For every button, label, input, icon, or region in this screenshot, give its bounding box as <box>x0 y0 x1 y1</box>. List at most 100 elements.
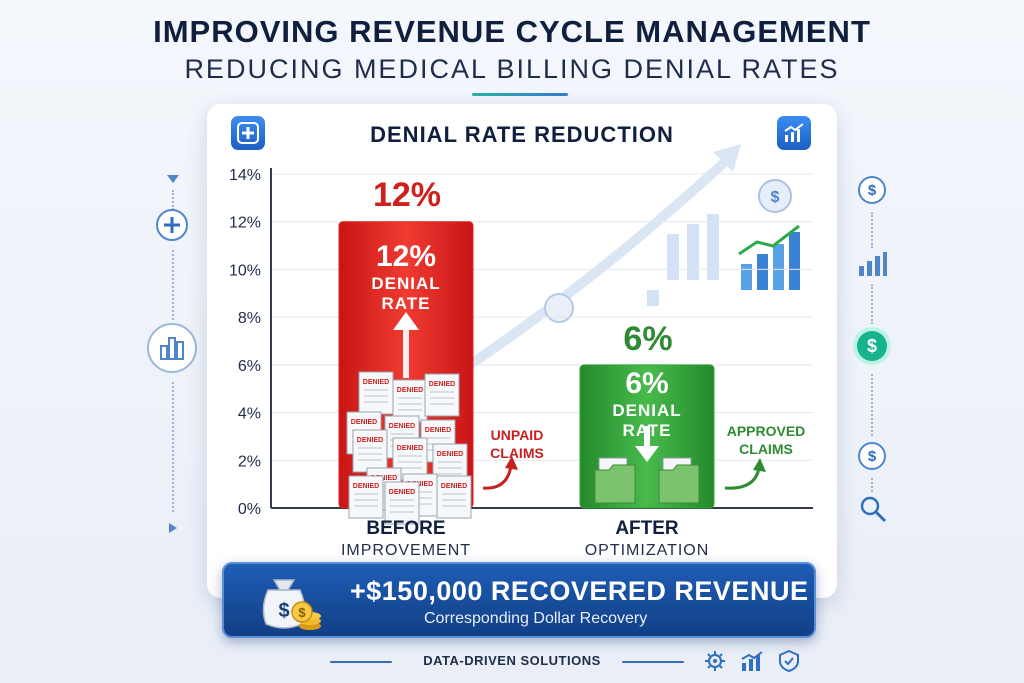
green-bar-down-arrow-head <box>635 446 659 462</box>
right-rail-line-4 <box>871 478 873 492</box>
footer-label: DATA-DRIVEN SOLUTIONS <box>423 653 601 668</box>
dollar-coin-icon <box>758 179 792 213</box>
value-label-after: 6% <box>623 320 673 358</box>
y-tick-label: 0% <box>238 501 261 518</box>
title-underline <box>472 93 568 96</box>
bg-bar-3 <box>707 214 719 280</box>
denied-stamp: DENIED <box>357 437 383 444</box>
bar-inner-text-before: 12% DENIAL RATE <box>339 240 473 314</box>
banner-subtext: Corresponding Dollar Recovery <box>424 610 648 627</box>
growth-bar-1 <box>757 254 768 290</box>
y-tick-label: 2% <box>238 453 261 470</box>
triangle-down-icon <box>166 174 180 184</box>
denied-stamp: DENIED <box>397 387 423 394</box>
recovered-revenue-banner: $ $ +$150,000 RECOVERED REVENUE Correspo… <box>222 562 816 638</box>
gear-icon <box>704 650 726 672</box>
svg-text:$: $ <box>868 182 877 199</box>
bar-inner-value-after: 6% <box>625 367 669 400</box>
left-rail-line-3 <box>172 382 174 512</box>
category-sub-after: OPTIMIZATION <box>584 542 710 559</box>
left-rail-line-1 <box>172 190 174 210</box>
y-tick-label: 6% <box>238 358 261 375</box>
denied-stamp: DENIED <box>425 427 451 434</box>
red-bar-up-arrow-shaft <box>403 328 409 378</box>
bar-inner-line2-before: RATE <box>381 294 431 313</box>
page-title: IMPROVING REVENUE CYCLE MANAGEMENT <box>153 14 871 49</box>
category-label-after: AFTER OPTIMIZATION <box>560 518 734 562</box>
bg-bar-2 <box>687 224 699 280</box>
denied-document <box>424 373 460 417</box>
right-rail-line-1 <box>871 212 873 248</box>
growth-bar-0 <box>741 264 752 290</box>
right-rail-line-3 <box>871 374 873 436</box>
bar-chart-icon <box>856 250 888 278</box>
bar-inner-text-after: 6% DENIAL RATE <box>580 367 714 441</box>
denied-stamp: DENIED <box>389 423 415 430</box>
chart-title: DENIAL RATE REDUCTION <box>370 122 674 147</box>
svg-text:$: $ <box>868 448 877 465</box>
left-rail-line-2 <box>172 250 174 320</box>
money-bag-icon: $ $ <box>250 568 324 634</box>
growth-chart-icon <box>777 116 811 150</box>
category-main-after: AFTER <box>615 518 679 539</box>
bar-inner-value-before: 12% <box>375 240 437 273</box>
right-rail-line-2 <box>871 284 873 324</box>
bar-inner-line1-before: DENIAL <box>371 274 441 293</box>
red-bar-up-arrow-head <box>393 312 419 330</box>
growth-line <box>738 224 800 256</box>
denied-stamp: DENIED <box>441 483 467 490</box>
denied-stamp: DENIED <box>363 379 389 386</box>
folder-icon <box>658 464 700 504</box>
approved-arrow <box>724 467 761 490</box>
footer-line-left <box>330 661 392 663</box>
trend-node <box>544 293 574 323</box>
dollar-icon-lower: $ <box>856 440 888 472</box>
bar-chart: $0%2%4%6%8%10%12%14%DENIEDDENIEDDENIEDDE… <box>229 144 813 525</box>
banner-headline: +$150,000 RECOVERED REVENUE <box>350 576 809 606</box>
denied-stamp: DENIED <box>371 475 397 482</box>
bg-bar-1 <box>667 234 679 280</box>
y-tick-label: 10% <box>229 262 261 279</box>
svg-text:$: $ <box>867 336 877 356</box>
unpaid-arrowhead <box>505 456 518 470</box>
y-tick-label: 12% <box>229 215 261 232</box>
page-subtitle: REDUCING MEDICAL BILLING DENIAL RATES <box>184 54 840 84</box>
unpaid-claims-label: UNPAID CLAIMS <box>490 427 544 461</box>
y-tick-label: 8% <box>238 310 261 327</box>
denied-stamp: DENIED <box>351 419 377 426</box>
shield-icon <box>778 649 800 673</box>
approved-claims-label: APPROVED CLAIMS <box>726 423 806 457</box>
denied-stamp: DENIED <box>389 489 415 496</box>
bar-inner-line2-after: RATE <box>622 421 672 440</box>
svg-text:$: $ <box>298 605 306 620</box>
triangle-right-icon <box>168 522 178 534</box>
unpaid-arrow <box>482 465 513 490</box>
denied-document <box>384 481 420 525</box>
chart-card: DENIAL RATE REDUCTION $0% 2% 4% 6% 8% 10% 12% 1… <box>207 104 837 598</box>
growth-bar-2 <box>773 244 784 290</box>
growth-bar-3 <box>789 232 800 290</box>
y-tick-label: 14% <box>229 167 261 184</box>
trend-arrowhead-bg <box>713 144 741 172</box>
building-chart-icon <box>146 322 198 374</box>
approved-arrowhead <box>753 458 766 472</box>
chart-icon <box>740 650 764 672</box>
category-main-before: BEFORE <box>366 518 446 539</box>
footer-line-right <box>622 661 684 663</box>
y-tick-label: 4% <box>238 406 261 423</box>
bg-bar-0 <box>647 290 659 306</box>
dollar-coin-symbol: $ <box>771 189 780 206</box>
denied-stamp: DENIED <box>353 483 379 490</box>
denied-stamp: DENIED <box>437 451 463 458</box>
medical-cross-icon <box>231 116 265 150</box>
denied-stamp: DENIED <box>407 481 433 488</box>
denied-document <box>436 475 472 519</box>
search-icon <box>858 494 888 524</box>
svg-text:$: $ <box>278 600 289 622</box>
value-label-before: 12% <box>372 176 442 214</box>
denied-stamp: DENIED <box>429 381 455 388</box>
bar-inner-line1-after: DENIAL <box>612 401 682 420</box>
plus-icon <box>155 208 189 242</box>
folder-icon <box>594 464 636 504</box>
denied-document <box>348 475 384 519</box>
